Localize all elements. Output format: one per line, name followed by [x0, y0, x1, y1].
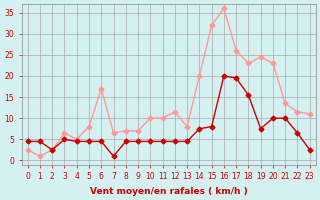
- X-axis label: Vent moyen/en rafales ( km/h ): Vent moyen/en rafales ( km/h ): [90, 187, 248, 196]
